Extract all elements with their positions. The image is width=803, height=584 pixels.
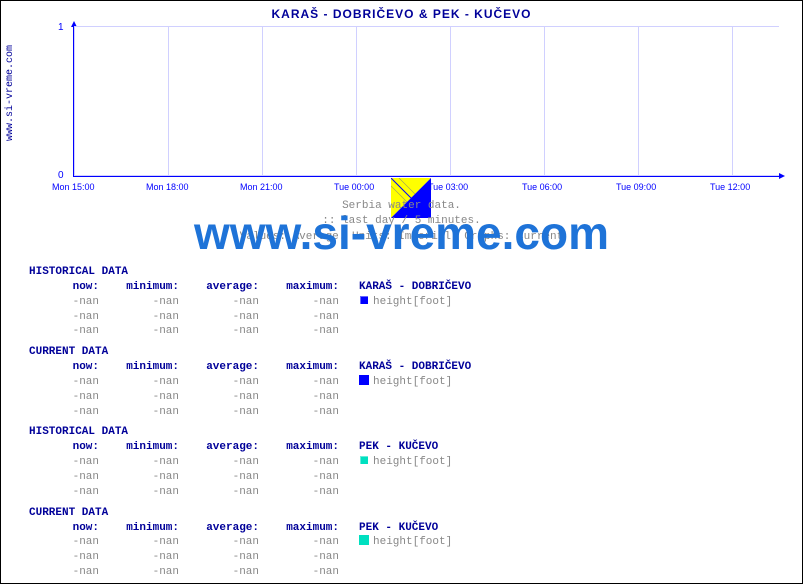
- table-row: -nan-nan-nan-nan: [29, 390, 789, 405]
- side-url: www.si-vreme.com: [5, 45, 16, 141]
- xtick: Tue 06:00: [522, 182, 562, 192]
- table-row: -nan-nan-nan-nanheight[foot]: [29, 375, 789, 390]
- table-row: -nan-nan-nan-nan: [29, 405, 789, 420]
- data-sections: HISTORICAL DATAnow:minimum:average:maxim…: [29, 259, 789, 580]
- meta-line-2: :: last day / 5 minutes.: [1, 214, 802, 229]
- table-row: -nan-nan-nan-nan: [29, 470, 789, 485]
- chart-title: KARAŠ - DOBRIČEVO & PEK - KUČEVO: [1, 7, 802, 21]
- xtick: Mon 21:00: [240, 182, 283, 192]
- meta-lines: Serbia water data. :: last day / 5 minut…: [1, 199, 802, 245]
- xtick: Mon 15:00: [52, 182, 95, 192]
- series-marker-icon: [359, 535, 369, 545]
- table-row: -nan-nan-nan-nanheight[foot]: [29, 455, 789, 470]
- chart-plot: 0 1 Mon 15:00Mon 18:00Mon 21:00Tue 00:00…: [73, 27, 779, 177]
- table-header: now:minimum:average:maximum:PEK - KUČEVO: [29, 440, 789, 455]
- series-marker-icon: [359, 375, 369, 385]
- table-row: -nan-nan-nan-nanheight[foot]: [29, 535, 789, 550]
- table-row: -nan-nan-nan-nan: [29, 324, 789, 339]
- table-row: -nan-nan-nan-nan: [29, 310, 789, 325]
- xtick: Mon 18:00: [146, 182, 189, 192]
- meta-line-3: Values: Average. Units: Imperial. Graphs…: [1, 230, 802, 245]
- ytick-1: 1: [58, 22, 64, 33]
- section-title: HISTORICAL DATA: [29, 425, 789, 440]
- table-row: -nan-nan-nan-nanheight[foot]: [29, 295, 789, 310]
- table-header: now:minimum:average:maximum:KARAŠ - DOBR…: [29, 280, 789, 295]
- table-row: -nan-nan-nan-nan: [29, 550, 789, 565]
- ytick-0: 0: [58, 170, 64, 181]
- table-header: now:minimum:average:maximum:PEK - KUČEVO: [29, 521, 789, 536]
- series-marker-icon: [359, 455, 369, 465]
- xtick: Tue 00:00: [334, 182, 374, 192]
- xtick: Tue 09:00: [616, 182, 656, 192]
- section-title: CURRENT DATA: [29, 506, 789, 521]
- section-title: HISTORICAL DATA: [29, 265, 789, 280]
- xtick: Tue 12:00: [710, 182, 750, 192]
- table-header: now:minimum:average:maximum:KARAŠ - DOBR…: [29, 360, 789, 375]
- section-title: CURRENT DATA: [29, 345, 789, 360]
- series-marker-icon: [359, 295, 369, 305]
- table-row: -nan-nan-nan-nan: [29, 485, 789, 500]
- table-row: -nan-nan-nan-nan: [29, 565, 789, 580]
- xtick: Tue 03:00: [428, 182, 468, 192]
- meta-line-1: Serbia water data.: [1, 199, 802, 214]
